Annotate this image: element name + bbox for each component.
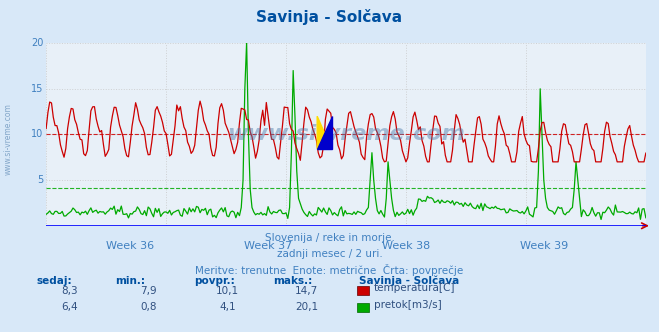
Text: www.si-vreme.com: www.si-vreme.com bbox=[227, 124, 465, 144]
Text: Savinja - Solčava: Savinja - Solčava bbox=[256, 9, 403, 25]
Text: www.si-vreme.com: www.si-vreme.com bbox=[3, 104, 13, 175]
Text: 20: 20 bbox=[31, 38, 43, 48]
Text: 0,8: 0,8 bbox=[140, 302, 157, 312]
Text: 5: 5 bbox=[37, 175, 43, 185]
Text: povpr.:: povpr.: bbox=[194, 276, 235, 286]
Text: Week 38: Week 38 bbox=[382, 241, 430, 252]
Text: 10: 10 bbox=[31, 129, 43, 139]
Text: 15: 15 bbox=[31, 84, 43, 94]
Text: Week 39: Week 39 bbox=[520, 241, 568, 252]
Text: Meritve: trenutne  Enote: metrične  Črta: povprečje: Meritve: trenutne Enote: metrične Črta: … bbox=[195, 264, 464, 276]
Text: Week 37: Week 37 bbox=[244, 241, 292, 252]
Text: maks.:: maks.: bbox=[273, 276, 313, 286]
Text: Slovenija / reke in morje.: Slovenija / reke in morje. bbox=[264, 233, 395, 243]
Text: 14,7: 14,7 bbox=[295, 286, 318, 296]
Text: temperatura[C]: temperatura[C] bbox=[374, 284, 455, 293]
Text: zadnji mesec / 2 uri.: zadnji mesec / 2 uri. bbox=[277, 249, 382, 259]
Polygon shape bbox=[317, 116, 331, 149]
Text: 7,9: 7,9 bbox=[140, 286, 157, 296]
Text: 8,3: 8,3 bbox=[61, 286, 78, 296]
Text: 10,1: 10,1 bbox=[215, 286, 239, 296]
Text: Savinja - Solčava: Savinja - Solčava bbox=[359, 275, 459, 286]
Text: min.:: min.: bbox=[115, 276, 146, 286]
Text: pretok[m3/s]: pretok[m3/s] bbox=[374, 300, 442, 310]
Text: 20,1: 20,1 bbox=[295, 302, 318, 312]
Text: 4,1: 4,1 bbox=[219, 302, 236, 312]
Text: sedaj:: sedaj: bbox=[36, 276, 72, 286]
Text: 6,4: 6,4 bbox=[61, 302, 78, 312]
Text: Week 36: Week 36 bbox=[106, 241, 154, 252]
Polygon shape bbox=[317, 116, 331, 149]
